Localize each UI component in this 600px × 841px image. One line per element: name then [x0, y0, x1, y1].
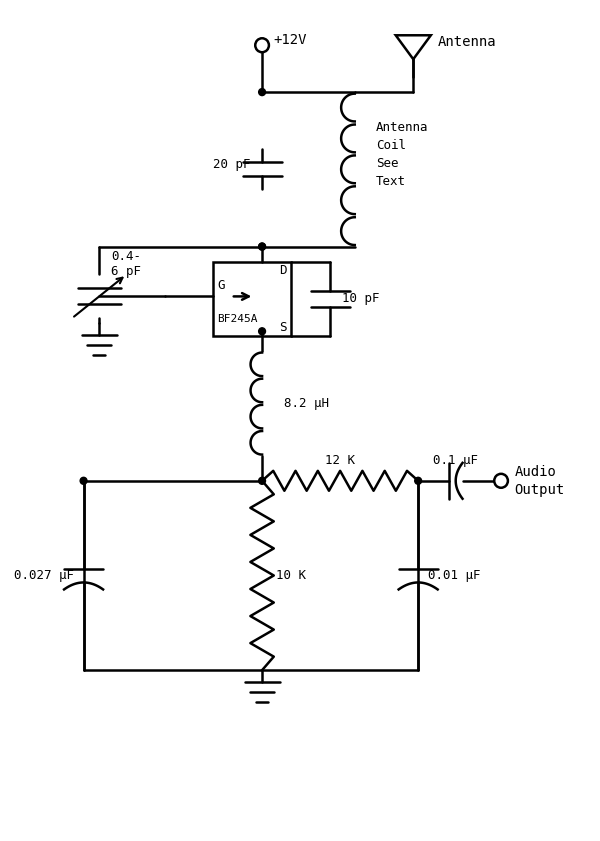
Text: Audio
Output: Audio Output — [515, 464, 565, 497]
Text: 8.2 μH: 8.2 μH — [284, 397, 329, 410]
Circle shape — [259, 478, 265, 484]
Circle shape — [415, 478, 422, 484]
Text: Antenna: Antenna — [437, 35, 496, 50]
Text: S: S — [279, 321, 286, 334]
Text: 0.1 μF: 0.1 μF — [433, 454, 478, 467]
Circle shape — [259, 328, 265, 335]
Circle shape — [259, 243, 265, 250]
Text: 0.027 μF: 0.027 μF — [14, 569, 74, 582]
Text: 10 K: 10 K — [276, 569, 306, 582]
Text: D: D — [279, 263, 286, 277]
Circle shape — [259, 88, 265, 96]
Bar — [214, 262, 292, 336]
Text: 0.01 μF: 0.01 μF — [428, 569, 481, 582]
Text: G: G — [217, 279, 225, 293]
Text: BF245A: BF245A — [217, 315, 258, 325]
Circle shape — [80, 478, 87, 484]
Text: 12 K: 12 K — [325, 454, 355, 467]
Text: 20 pF: 20 pF — [213, 158, 250, 171]
Text: 0.4-
6 pF: 0.4- 6 pF — [111, 251, 141, 278]
Text: Antenna
Coil
See
Text: Antenna Coil See Text — [376, 121, 429, 188]
Text: +12V: +12V — [274, 34, 307, 47]
Text: 10 pF: 10 pF — [342, 293, 380, 305]
Circle shape — [259, 243, 265, 250]
